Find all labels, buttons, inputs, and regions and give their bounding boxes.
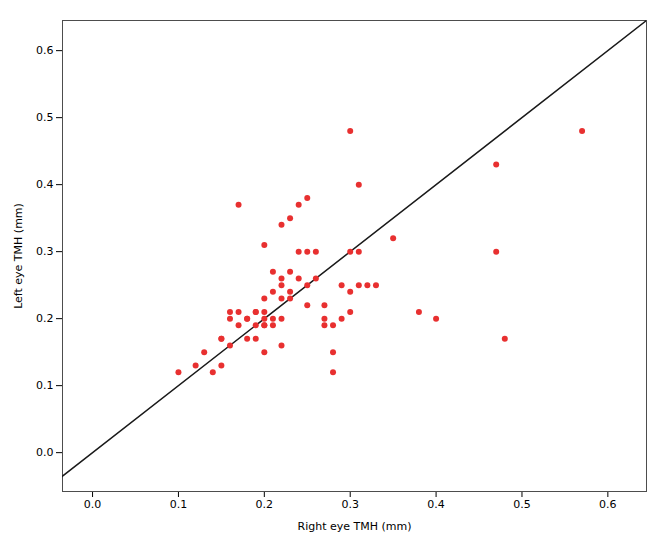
svg-text:0.5: 0.5: [36, 111, 54, 124]
svg-text:0.2: 0.2: [256, 498, 274, 511]
svg-text:0.6: 0.6: [36, 44, 54, 57]
svg-text:0.5: 0.5: [513, 498, 531, 511]
svg-text:0.2: 0.2: [36, 312, 54, 325]
svg-text:0.4: 0.4: [427, 498, 445, 511]
svg-text:0.4: 0.4: [36, 178, 54, 191]
svg-text:0.6: 0.6: [599, 498, 617, 511]
svg-text:0.0: 0.0: [84, 498, 102, 511]
svg-text:Right eye TMH (mm): Right eye TMH (mm): [298, 520, 412, 533]
svg-text:Left eye TMH (mm): Left eye TMH (mm): [12, 203, 25, 309]
svg-text:0.3: 0.3: [36, 245, 54, 258]
svg-text:0.1: 0.1: [36, 379, 54, 392]
svg-text:0.3: 0.3: [341, 498, 359, 511]
svg-text:0.0: 0.0: [36, 446, 54, 459]
svg-text:0.1: 0.1: [170, 498, 188, 511]
